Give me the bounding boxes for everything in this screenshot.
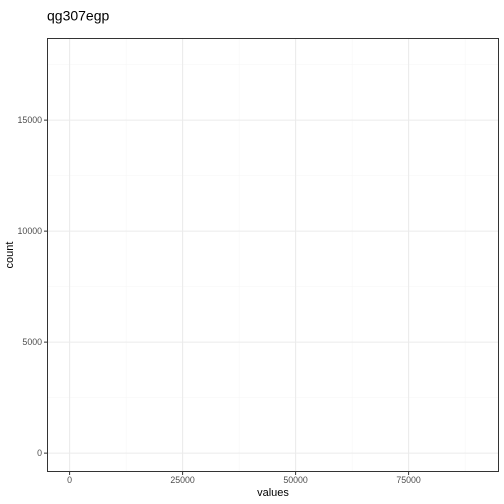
x-tick-label: 50000	[283, 475, 308, 485]
y-tick-label: 10000	[18, 226, 43, 236]
y-axis: 0 5000 10000 15000	[18, 115, 47, 458]
x-tick-label: 25000	[170, 475, 195, 485]
y-tick-label: 5000	[22, 337, 42, 347]
panel-border	[47, 38, 499, 472]
x-tick-label: 0	[67, 475, 72, 485]
chart-title: qg307egp	[47, 8, 110, 24]
y-tick-label: 15000	[18, 115, 43, 125]
y-tick-label: 0	[37, 448, 42, 458]
panel-background	[47, 38, 499, 472]
x-axis-title: values	[257, 487, 289, 499]
x-axis: 0 25000 50000 75000	[67, 472, 421, 485]
grid-major	[47, 38, 499, 472]
plot-panel	[47, 38, 499, 472]
y-axis-title: count	[4, 242, 16, 269]
grid-minor	[47, 38, 499, 472]
x-tick-label: 75000	[396, 475, 421, 485]
